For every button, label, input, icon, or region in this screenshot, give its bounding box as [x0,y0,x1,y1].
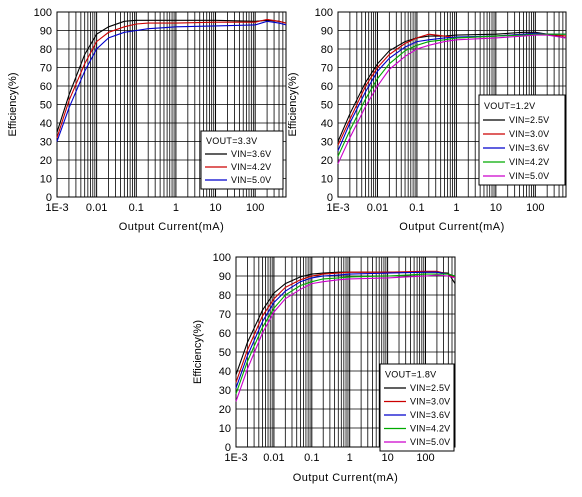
x-tick-label: 1E-3 [224,452,247,464]
y-tick-label: 70 [219,309,231,321]
legend-entry: VIN=4.2V [231,162,271,172]
x-tick-label: 0.01 [86,202,107,214]
y-tick-label: 0 [225,442,231,454]
y-tick-label: 40 [321,118,333,130]
series-line [337,32,566,152]
y-axis-label: Efficiency(%) [287,73,299,137]
y-tick-label: 80 [40,44,52,56]
y-tick-label: 50 [219,347,231,359]
legend-entry: VIN=2.5V [410,383,450,393]
series-line [56,20,287,142]
legend-entry: VIN=3.6V [231,149,271,159]
plot-frame [235,256,456,448]
series-line [235,273,456,394]
legend-entry: VIN=3.0V [410,397,450,407]
y-tick-label: 70 [321,63,333,75]
y-tick-label: 70 [40,63,52,75]
x-tick-label: 0.1 [304,452,319,464]
legend-entry: VIN=5.0V [410,437,450,447]
legend-title: VOUT=3.3V [206,136,257,146]
x-tick-label: 100 [416,452,434,464]
y-tick-label: 90 [219,271,231,283]
y-axis-label: Efficiency(%) [7,73,19,137]
series-line [56,18,287,138]
legend-box [200,130,284,190]
chart-panel-1: 0 10 20 30 40 50 60 70 80 90 100 1E-3 0.01 0.1 1 10 100 O… [7,7,287,233]
y-tick-label: 30 [321,137,333,149]
series-line [337,33,566,157]
legend-title: VOUT=1.8V [385,370,436,380]
x-tick-label: 1E-3 [326,202,349,214]
y-tick-label: 50 [40,100,52,112]
y-tick-label: 20 [321,155,333,167]
legend-entry: VIN=3.6V [509,143,549,153]
y-tick-label: 50 [321,100,333,112]
legend-box [478,94,566,186]
x-tick-label: 10 [381,452,393,464]
plot-frame [337,11,567,198]
x-tick-label: 10 [490,202,502,214]
y-tick-label: 10 [40,174,52,186]
y-tick-label: 30 [219,385,231,397]
legend-entry: VIN=3.6V [410,410,450,420]
y-tick-label: 0 [46,192,52,204]
legend-box [379,363,455,452]
y-tick-label: 60 [219,328,231,340]
legend-entry: VIN=4.2V [410,424,450,434]
x-tick-label: 1 [453,202,459,214]
legend-entry: VIN=5.0V [231,175,271,185]
series-line [235,270,456,383]
y-tick-label: 0 [327,192,333,204]
x-tick-label: 0.01 [263,452,284,464]
y-tick-label: 20 [219,404,231,416]
x-tick-label: 100 [246,202,264,214]
y-tick-label: 30 [40,137,52,149]
series-line [337,31,567,142]
x-tick-label: 0.1 [409,202,424,214]
y-tick-label: 40 [40,118,52,130]
x-tick-label: 0.01 [367,202,388,214]
series-line [337,34,567,164]
x-axis-label: Output Current(mA) [119,221,225,233]
plot-frame [56,11,287,198]
chart-panel-3: 0 10 20 30 40 50 60 70 80 90 100 1E-3 0.01 0.1 1 10 100 O… [192,252,456,484]
y-tick-label: 100 [315,7,333,19]
y-tick-label: 10 [219,423,231,435]
y-tick-label: 10 [321,174,333,186]
series-line [235,274,456,402]
y-tick-label: 60 [40,81,52,93]
x-axis-label: Output Current(mA) [293,472,399,484]
y-tick-label: 90 [40,26,52,38]
x-tick-label: 1 [347,452,353,464]
y-tick-label: 20 [40,155,52,167]
y-tick-label: 80 [219,290,231,302]
y-tick-label: 100 [213,252,231,264]
legend-entry: VIN=2.5V [509,115,549,125]
legend-entry: VIN=4.2V [509,157,549,167]
x-axis-label: Output Current(mA) [399,221,505,233]
y-tick-label: 40 [219,366,231,378]
x-tick-label: 1E-3 [45,202,68,214]
x-tick-label: 1 [173,202,179,214]
x-tick-label: 0.1 [129,202,144,214]
y-axis-label: Efficiency(%) [192,320,204,384]
y-tick-label: 80 [321,44,333,56]
y-tick-label: 100 [34,7,52,19]
x-tick-label: 100 [526,202,544,214]
legend-title: VOUT=1.2V [484,101,535,111]
legend-entry: VIN=5.0V [509,171,549,181]
chart-panel-2: 0 10 20 30 40 50 60 70 80 90 100 1E-3 0.01 0.1 1 10 100 O… [287,7,567,233]
legend-entry: VIN=3.0V [509,129,549,139]
y-tick-label: 60 [321,81,333,93]
x-tick-label: 10 [209,202,221,214]
series-line [235,271,456,389]
y-tick-label: 90 [321,26,333,38]
